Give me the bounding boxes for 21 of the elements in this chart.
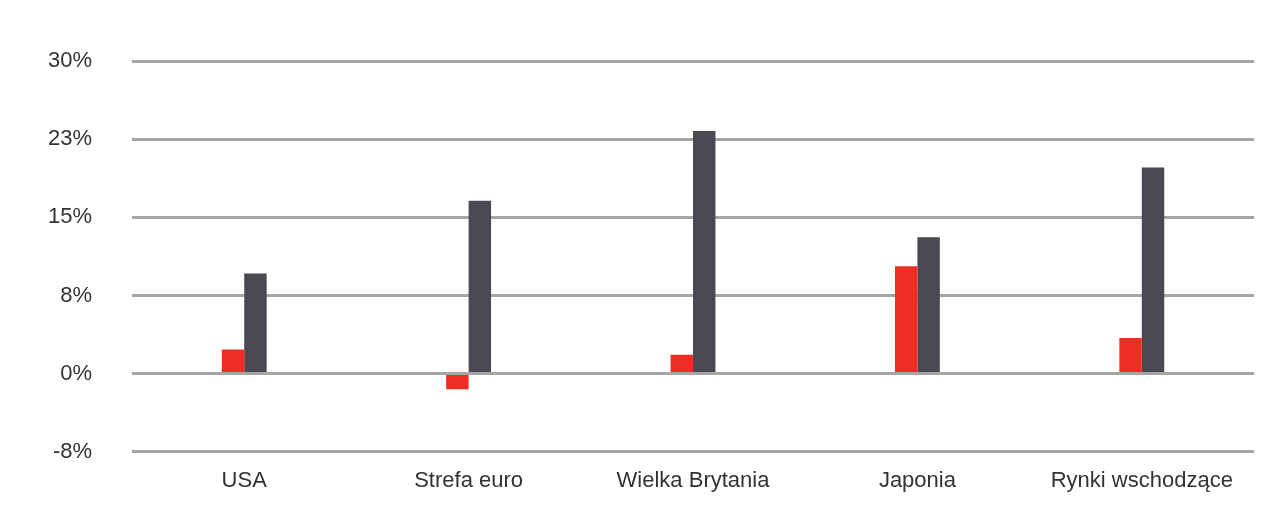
bar [244, 273, 267, 373]
bar [221, 349, 245, 373]
x-tick-label: Japonia [878, 466, 957, 492]
bar [1141, 167, 1165, 373]
x-tick-label: Strefa euro [414, 466, 524, 492]
bar [670, 354, 694, 373]
y-tick-label: 15% [47, 203, 93, 229]
x-tick-label: Wielka Brytania [616, 466, 771, 492]
bar [468, 200, 492, 373]
bar [894, 266, 918, 373]
x-tick-label: USA [221, 466, 268, 492]
y-tick-label: -8% [52, 437, 93, 463]
y-tick-label: 30% [47, 47, 93, 73]
y-tick-label: 8% [60, 281, 93, 307]
y-tick-label: 0% [60, 359, 93, 385]
bar [693, 130, 716, 373]
bar [446, 375, 469, 390]
bar [1119, 338, 1142, 373]
bar [917, 237, 940, 373]
y-tick-label: 23% [47, 125, 93, 151]
x-tick-label: Rynki wschodzące [1050, 466, 1233, 492]
